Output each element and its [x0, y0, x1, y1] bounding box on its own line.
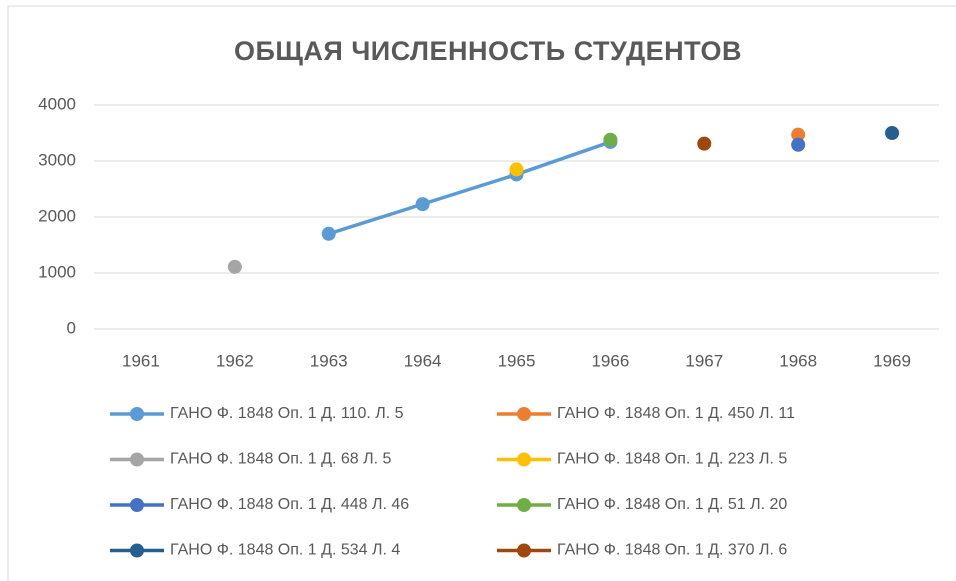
- series-line: [326, 140, 613, 236]
- data-point: [603, 132, 618, 147]
- legend-marker: [517, 452, 531, 467]
- data-point: [791, 127, 806, 142]
- y-tick-label: 4000: [38, 94, 76, 113]
- legend-label: ГАНО Ф. 1848 Оп. 1 Д. 110. Л. 5: [170, 405, 404, 422]
- legend-marker: [130, 452, 144, 467]
- data-point: [321, 226, 336, 241]
- x-tick-label: 1966: [591, 351, 629, 370]
- x-tick-label: 1963: [310, 351, 348, 370]
- y-tick-label: 0: [67, 318, 76, 337]
- legend-label: ГАНО Ф. 1848 Оп. 1 Д. 450 Л. 11: [557, 405, 795, 422]
- legend-label: ГАНО Ф. 1848 Оп. 1 Д. 51 Л. 20: [557, 496, 787, 513]
- legend-label: ГАНО Ф. 1848 Оп. 1 Д. 68 Л. 5: [170, 451, 392, 468]
- x-tick-label: 1968: [779, 351, 817, 370]
- data-point: [509, 162, 524, 177]
- legend-marker: [517, 543, 531, 558]
- chart-border: [7, 5, 956, 581]
- data-point: [227, 259, 242, 274]
- legend-marker: [130, 407, 144, 421]
- x-tick-label: 1969: [873, 351, 911, 370]
- data-point: [415, 197, 430, 212]
- data-point: [885, 126, 900, 140]
- legend-marker: [517, 407, 531, 421]
- legend-label: ГАНО Ф. 1848 Оп. 1 Д. 534 Л. 4: [170, 542, 400, 559]
- y-tick-label: 2000: [38, 206, 76, 225]
- legend-marker: [517, 498, 531, 512]
- x-tick-label: 1967: [685, 351, 723, 370]
- x-tick-label: 1962: [216, 351, 254, 370]
- chart-title: ОБЩАЯ ЧИСЛЕННОСТЬ СТУДЕНТОВ: [234, 36, 742, 66]
- data-point: [697, 136, 712, 151]
- y-tick-label: 3000: [38, 150, 76, 169]
- data-point: [791, 137, 806, 152]
- legend-label: ГАНО Ф. 1848 Оп. 1 Д. 370 Л. 6: [557, 542, 787, 559]
- x-tick-label: 1961: [122, 351, 160, 370]
- legend-marker: [130, 498, 144, 512]
- y-tick-label: 1000: [38, 262, 76, 281]
- x-tick-label: 1964: [404, 351, 442, 370]
- legend-label: ГАНО Ф. 1848 Оп. 1 Д. 223 Л. 5: [557, 451, 787, 468]
- x-tick-label: 1965: [498, 351, 536, 370]
- legend-label: ГАНО Ф. 1848 Оп. 1 Д. 448 Л. 46: [170, 496, 409, 513]
- legend-marker: [130, 543, 144, 558]
